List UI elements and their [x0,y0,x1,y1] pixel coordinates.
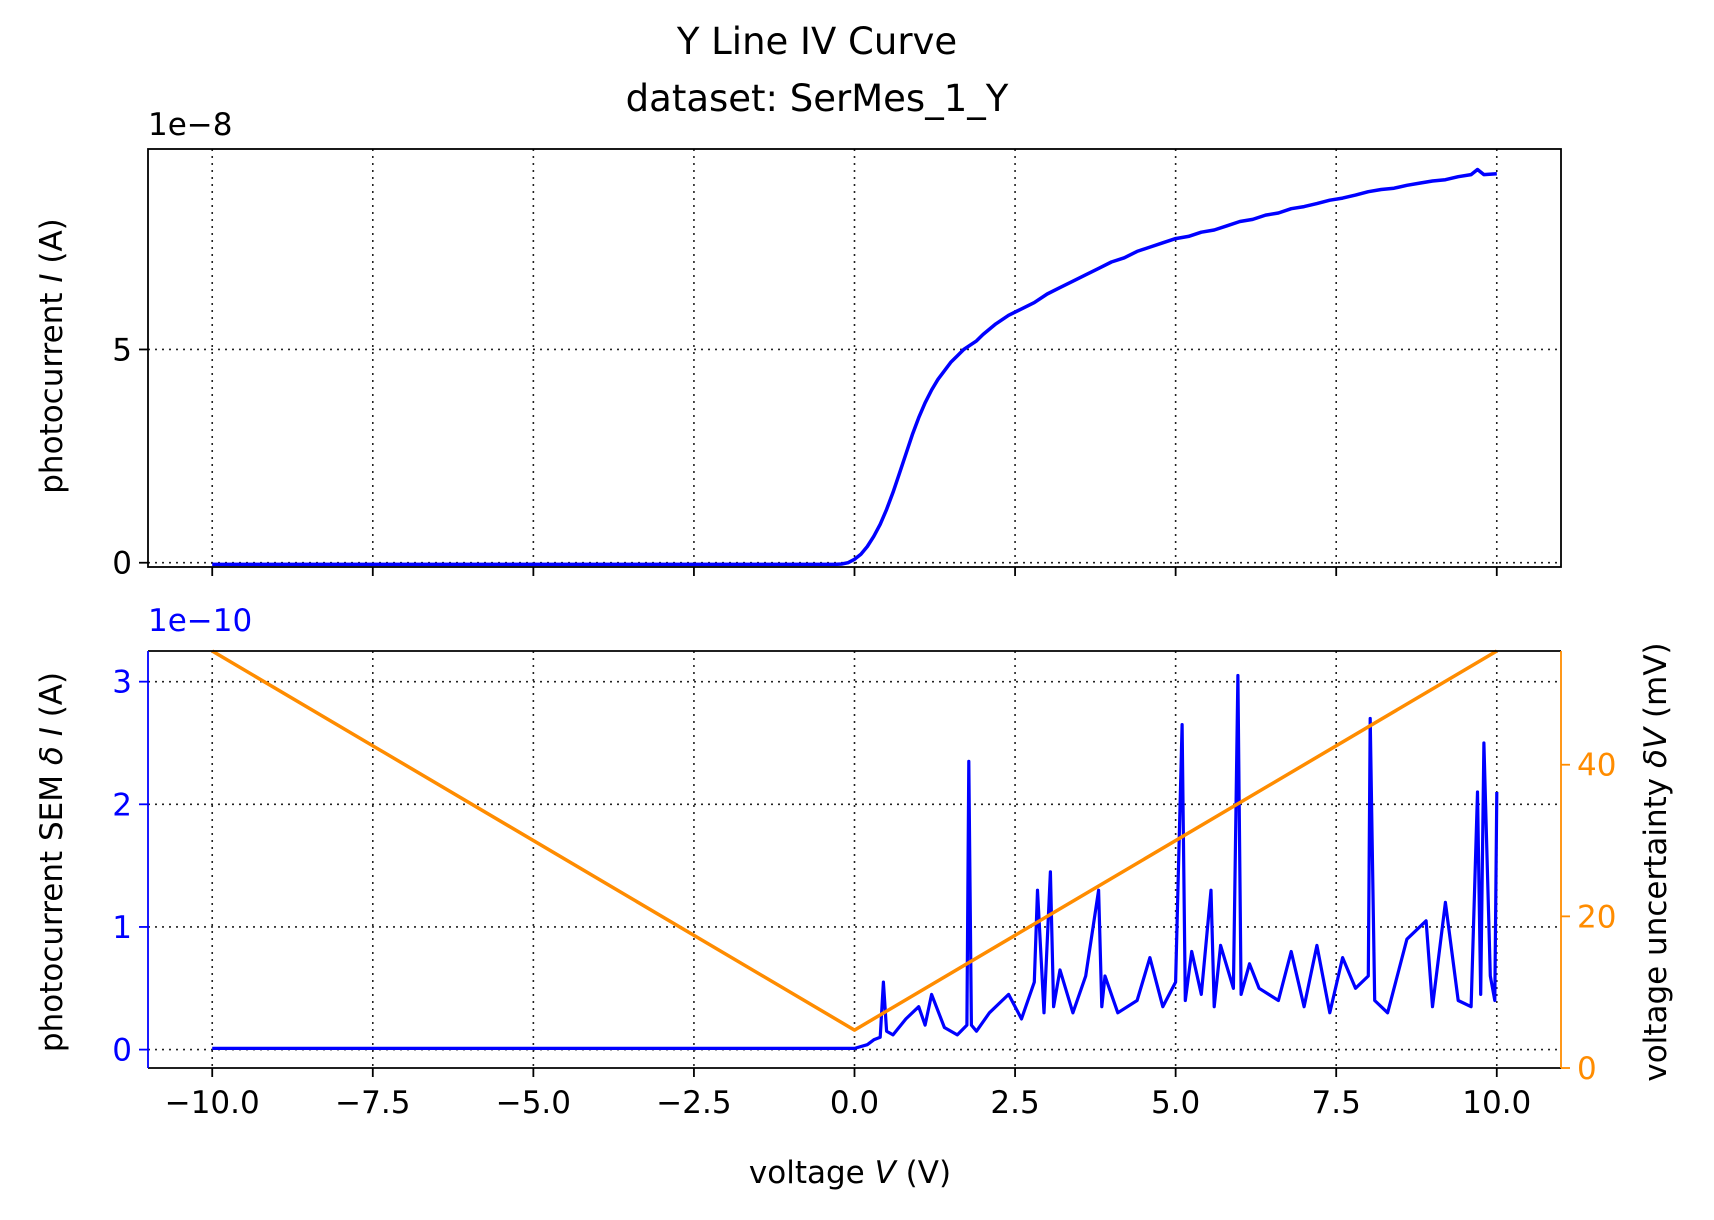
top-y-label-var: I [34,273,70,282]
bottom-y-tick-label: 3 [112,665,132,701]
top-series [212,167,1497,567]
right-y-tick-label: 20 [1577,899,1616,935]
top-axes-frame [147,148,1562,568]
right-y-axis-label: voltage uncertainty δV (mV) [1638,642,1674,1081]
bottom-series [211,649,1499,1051]
top-offset-text: 1e−8 [148,107,233,143]
right-y-label-prefix: voltage uncertainty [1638,768,1674,1082]
axes-frames [147,148,1562,1069]
x-tick-label: 10.0 [1462,1085,1531,1121]
x-tick-label: −2.5 [656,1085,731,1121]
x-tick-label: −10.0 [165,1085,260,1121]
right-y-label-suffix: (mV) [1638,642,1674,727]
photocurrent-line [212,167,1497,567]
top-y-tick-label: 0 [112,546,132,582]
photocurrent-sem-line [212,673,1499,1051]
x-tick-label: 0.0 [830,1085,879,1121]
voltage-uncertainty-line [211,649,1498,1032]
bottom-grid [148,651,1561,1068]
bottom-y-label-prefix: photocurrent SEM [34,765,70,1052]
bottom-y-label-suffix: (A) [34,672,70,727]
top-y-label-suffix: (A) [34,218,70,273]
x-label-suffix: (V) [896,1155,951,1191]
chart-subtitle: dataset: SerMes_1_Y [626,77,1009,120]
x-tick-label: −5.0 [496,1085,571,1121]
x-axis-label: voltage V (V) [749,1155,951,1191]
top-y-tick-label: 5 [112,332,132,368]
bottom-y-axis-label: photocurrent SEM δ I (A) [34,672,70,1052]
chart-title: Y Line IV Curve [676,20,957,63]
x-label-prefix: voltage [749,1155,875,1191]
bottom-y-tick-label: 2 [112,787,132,823]
top-y-label-prefix: photocurrent [34,283,70,494]
top-grid [148,149,1561,567]
x-tick-label: 7.5 [1312,1085,1361,1121]
tick-marks [139,348,1570,1077]
x-tick-label: 2.5 [990,1085,1039,1121]
bottom-y-label-var: δ I [34,727,70,765]
right-y-tick-label: 40 [1577,748,1616,784]
bottom-y-tick-label: 0 [112,1033,132,1069]
top-y-axis-label: photocurrent I (A) [34,218,70,494]
x-tick-label: −7.5 [335,1085,410,1121]
x-tick-label: 5.0 [1151,1085,1200,1121]
bottom-y-tick-label: 1 [112,910,132,946]
right-y-tick-label: 0 [1577,1051,1597,1087]
bottom-offset-text: 1e−10 [148,603,252,639]
x-label-var: V [875,1155,899,1191]
labels: Y Line IV Curve dataset: SerMes_1_Y 1e−8… [34,20,1674,1191]
right-y-label-var: δV [1638,725,1674,768]
